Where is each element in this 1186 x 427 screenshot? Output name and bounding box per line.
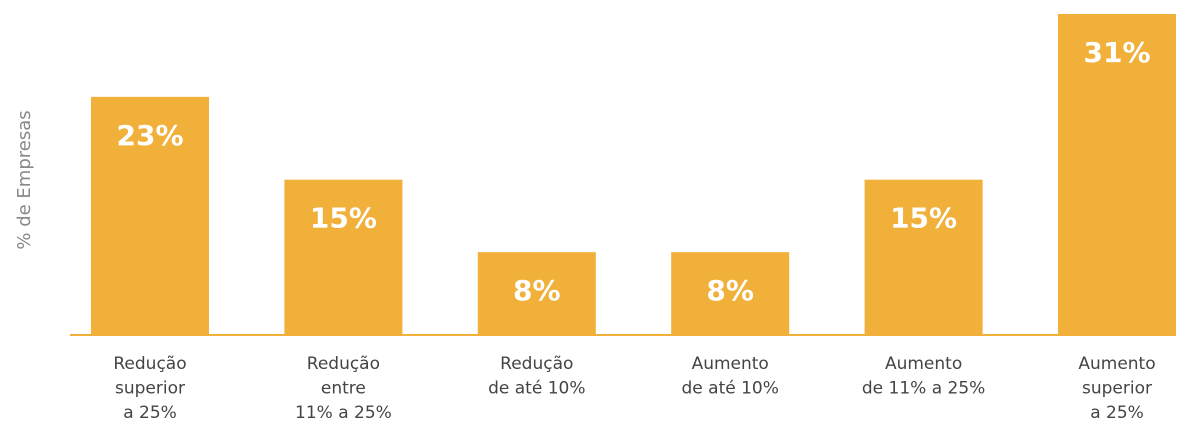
bar [477,252,596,335]
x-tick-label: 11% a 25% [295,403,392,423]
x-tick-label: de até 10% [682,379,779,399]
bar [284,179,403,335]
x-tick-label: Aumento [1078,354,1155,374]
x-tick-label: Aumento [885,354,962,374]
x-tick-label: Redução [500,354,573,374]
x-tick-label: entre [321,379,366,399]
x-tick-label: Redução [307,354,380,374]
value-label: 15% [310,202,377,235]
x-tick-label: de até 10% [488,379,585,399]
x-tick-label: superior [1082,379,1152,399]
bar [671,252,790,335]
value-label: 23% [116,119,183,152]
bar [864,179,983,335]
x-tick-label: de 11% a 25% [862,379,985,399]
bar [91,96,209,335]
y-axis-label: % de Empresas [14,110,35,249]
x-tick-label: Redução [113,354,186,374]
value-label: 8% [513,274,561,307]
x-tick-label: a 25% [123,403,177,423]
x-tick-label: a 25% [1090,403,1144,423]
bar [1058,14,1176,335]
value-label: 8% [706,274,754,307]
value-label: 31% [1083,36,1150,69]
x-tick-label: Aumento [692,354,769,374]
x-tick-label: superior [115,379,185,399]
value-label: 15% [890,202,957,235]
